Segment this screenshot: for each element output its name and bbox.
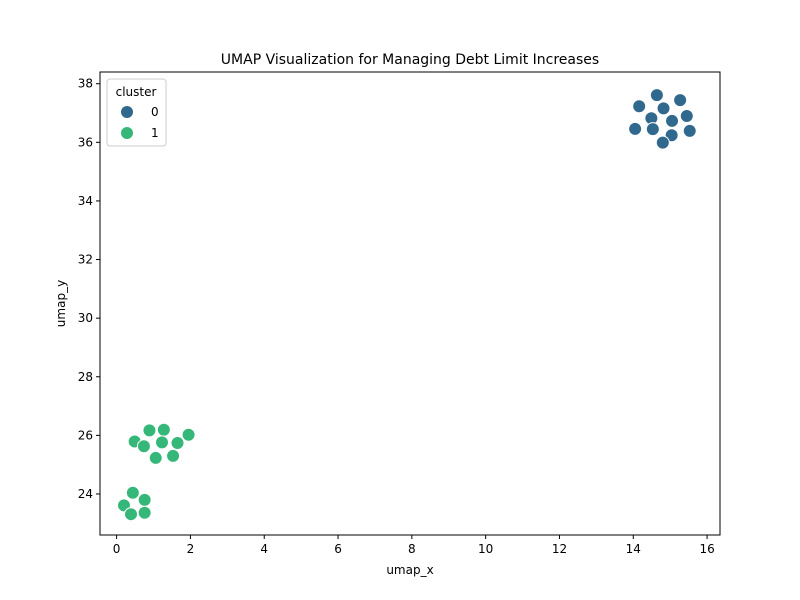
scatter-point-cluster-1 <box>166 448 181 463</box>
scatter-point-cluster-1 <box>137 505 152 520</box>
scatter-point-cluster-0 <box>649 88 664 103</box>
y-axis: 24 26 28 30 32 34 36 38 <box>78 77 100 501</box>
scatter-point-cluster-0 <box>656 101 671 116</box>
scatter-point-cluster-1 <box>137 492 152 507</box>
x-tick-label: 8 <box>408 542 416 556</box>
legend-title: cluster <box>116 85 157 99</box>
scatter-point-cluster-1 <box>142 423 157 438</box>
scatter-point-cluster-0 <box>682 123 697 138</box>
x-tick-label: 0 <box>113 542 121 556</box>
scatter-point-cluster-1 <box>181 427 196 442</box>
scatter-point-cluster-1 <box>136 439 151 454</box>
scatter-point-cluster-0 <box>632 99 647 114</box>
y-tick-label: 34 <box>78 194 93 208</box>
y-tick-label: 38 <box>78 77 93 91</box>
plot-frame <box>99 71 721 536</box>
plot-area <box>116 88 697 522</box>
legend-label-cluster-1: 1 <box>151 126 159 140</box>
scatter-point-cluster-1 <box>148 450 163 465</box>
scatter-point-cluster-1 <box>124 507 138 522</box>
scatter-point-cluster-1 <box>156 422 171 437</box>
x-tick-label: 4 <box>260 542 268 556</box>
y-tick-label: 30 <box>78 311 93 325</box>
legend-label-cluster-0: 0 <box>151 105 159 119</box>
x-tick-label: 2 <box>187 542 195 556</box>
scatter-point-cluster-0 <box>673 93 688 108</box>
scatter-point-cluster-1 <box>125 485 140 500</box>
x-tick-label: 10 <box>478 542 493 556</box>
scatter-point-cluster-0 <box>628 121 643 136</box>
legend: cluster 0 1 <box>106 78 167 147</box>
x-tick-label: 6 <box>334 542 342 556</box>
x-tick-label: 14 <box>626 542 641 556</box>
scatter-point-cluster-0 <box>645 122 660 137</box>
y-axis-label: umap_y <box>54 280 68 327</box>
x-tick-label: 12 <box>552 542 567 556</box>
scatter-point-cluster-0 <box>655 135 670 150</box>
legend-marker-cluster-1 <box>120 126 134 140</box>
y-tick-label: 26 <box>78 428 93 442</box>
scatter-point-cluster-1 <box>155 435 169 450</box>
y-tick-label: 32 <box>78 253 93 267</box>
x-axis-label: umap_x <box>386 563 433 577</box>
scatter-point-cluster-1 <box>170 435 185 450</box>
y-tick-label: 24 <box>78 487 93 501</box>
legend-marker-cluster-0 <box>120 105 134 119</box>
y-tick-label: 28 <box>78 370 93 384</box>
y-tick-label: 36 <box>78 135 93 149</box>
scatter-point-cluster-0 <box>679 108 694 123</box>
scatter-point-cluster-0 <box>665 113 680 128</box>
x-tick-label: 16 <box>699 542 714 556</box>
x-axis: 0 2 4 6 8 10 12 14 16 <box>113 535 715 556</box>
chart-title: UMAP Visualization for Managing Debt Lim… <box>221 52 599 68</box>
